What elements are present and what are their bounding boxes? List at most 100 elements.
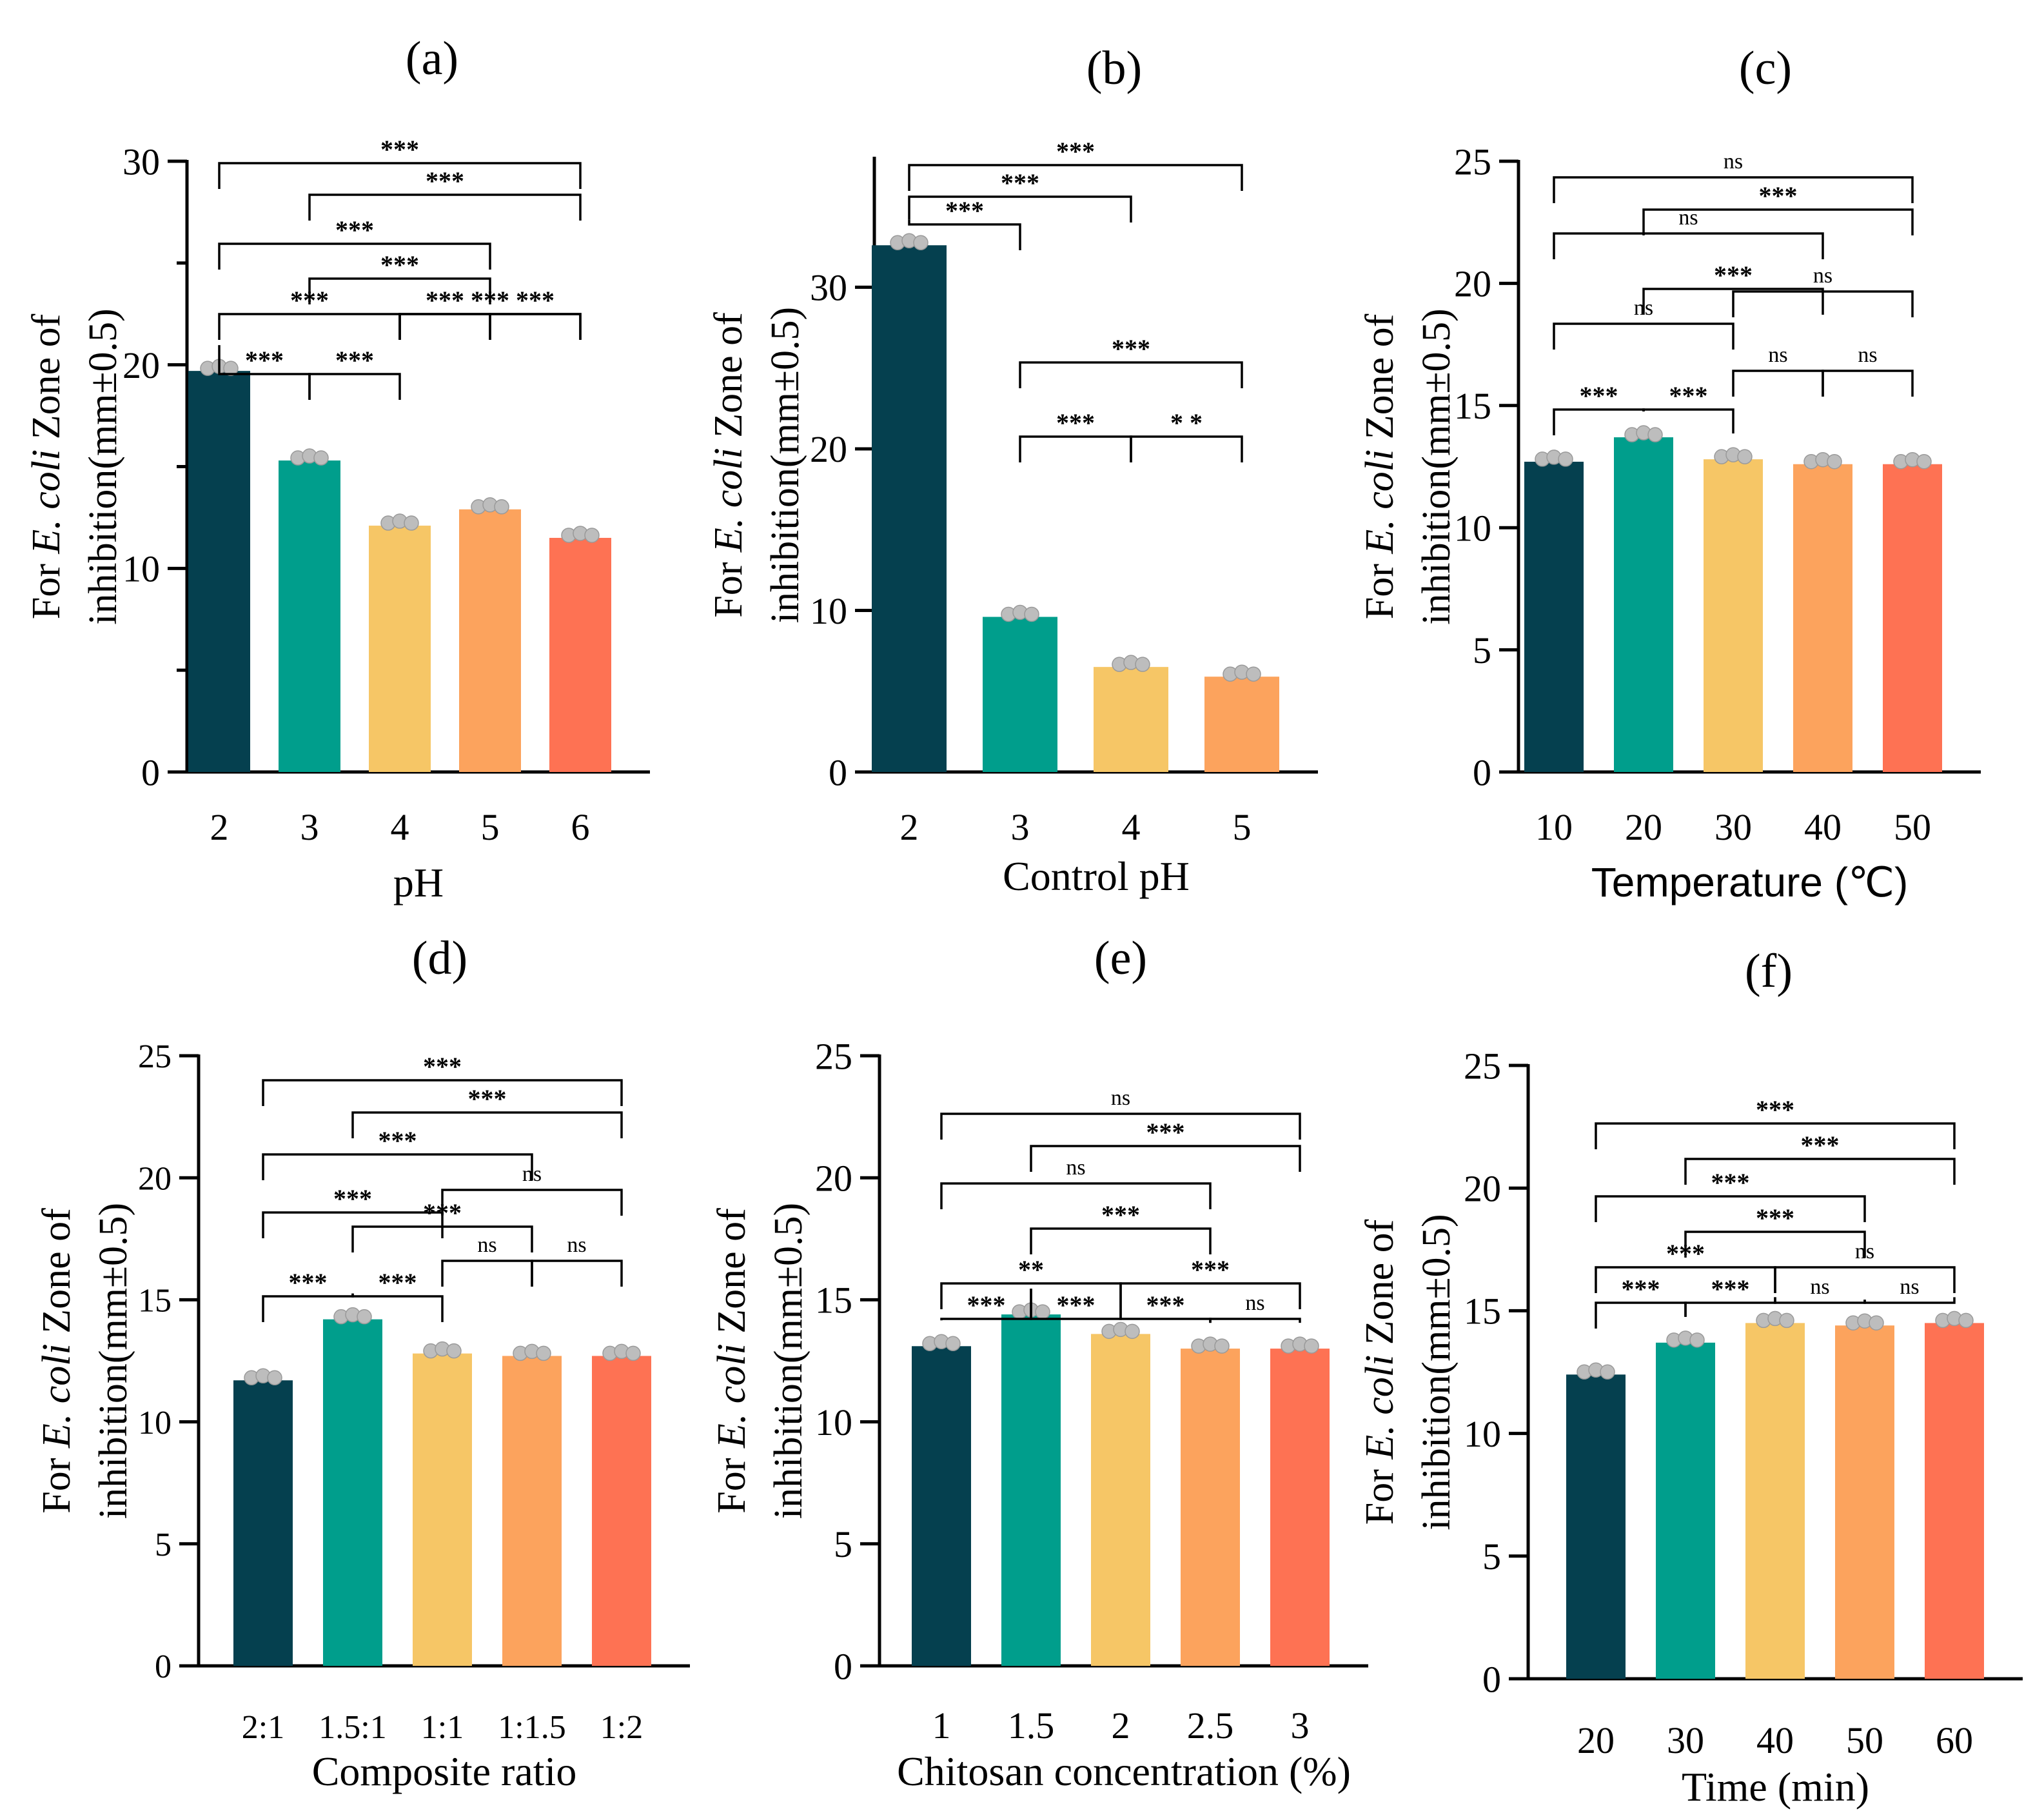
- significance-bracket: [908, 195, 1132, 223]
- significance-bracket: [262, 1153, 533, 1180]
- bar-10: [1524, 461, 1584, 772]
- bar-50: [1883, 464, 1942, 772]
- x-tick-label: 20: [1625, 806, 1662, 848]
- significance-label: **: [1018, 1255, 1044, 1284]
- significance-label: ***: [335, 346, 374, 375]
- y-tick-label: 15: [1464, 1291, 1501, 1332]
- x-tick-label: 1.5:1: [319, 1709, 386, 1746]
- significance-label: ***: [289, 1268, 328, 1297]
- data-point: [494, 499, 509, 515]
- significance-bracket: [308, 373, 401, 400]
- significance-bracket: [218, 313, 401, 340]
- y-axis-label-organism: E. coli: [1358, 1355, 1402, 1460]
- significance-label: ***: [967, 1291, 1006, 1320]
- y-axis-label-suffix: Zone of: [1358, 1219, 1402, 1354]
- significance-label: ***: [1714, 261, 1753, 290]
- significance-label: ***: [1580, 381, 1618, 410]
- significance-bracket: [1130, 435, 1243, 462]
- y-tick-label: 20: [1464, 1168, 1501, 1210]
- y-tick-label: 5: [155, 1527, 172, 1563]
- x-tick-label: 4: [1122, 806, 1141, 848]
- bar-2: [1091, 1334, 1150, 1666]
- y-axis-label-line2: inhibition(mm±0.5): [1415, 1214, 1459, 1530]
- bar-3: [279, 460, 340, 772]
- panel-c: (c) 0 5 10 15 20 25 10 20 30 40 50 Temperature (℃) Fo…: [1358, 42, 1981, 905]
- significance-bracket: [1642, 208, 1914, 235]
- y-tick-label: 10: [1454, 508, 1491, 549]
- significance-label: ns: [1858, 343, 1877, 367]
- significance-label: ***: [1756, 1095, 1794, 1124]
- significance-bracket: [1732, 370, 1824, 397]
- y-axis-label-line2: inhibition(mm±0.5): [767, 1203, 811, 1519]
- y-tick-label: 15: [138, 1283, 172, 1320]
- x-tick-label: 1:1: [421, 1709, 464, 1746]
- y-axis-label-organism: E. coli: [710, 1343, 754, 1449]
- significance-label: ***: [333, 1184, 372, 1213]
- significance-label: ***: [1001, 168, 1039, 197]
- significance-label: ***: [1669, 381, 1708, 410]
- y-tick-label: 10: [815, 1401, 852, 1443]
- significance-bracket: [308, 193, 582, 221]
- panel-label: (f): [1745, 945, 1793, 998]
- y-tick-label: 0: [155, 1648, 172, 1685]
- y-tick-label: 15: [815, 1280, 852, 1321]
- significance-label: ***: [378, 1268, 417, 1297]
- x-tick-label: 30: [1667, 1719, 1704, 1761]
- bar-30: [1656, 1342, 1715, 1679]
- significance-label: ***: [1056, 408, 1095, 437]
- significance-bracket: [441, 1260, 533, 1287]
- significance-label: ns: [1768, 343, 1787, 367]
- significance-label: ***: [426, 166, 464, 195]
- significance-label: ***: [378, 1126, 417, 1155]
- significance-bracket: [1684, 1231, 1866, 1258]
- x-axis-label: Time (min): [1682, 1764, 1869, 1810]
- y-axis-label-line1: For E. coli Zone of: [1358, 1219, 1402, 1525]
- significance-label: ns: [1813, 264, 1832, 288]
- data-point: [1916, 453, 1932, 470]
- x-tick-label: 3: [300, 806, 319, 848]
- significance-bracket: [1595, 1301, 1687, 1329]
- bar-1.5:1: [323, 1319, 382, 1666]
- x-tick-label: 5: [481, 806, 500, 848]
- significance-bracket: [1595, 1195, 1866, 1222]
- significance-bracket: [1030, 1227, 1212, 1254]
- x-axis-label: Chitosan concentration (%): [897, 1748, 1351, 1794]
- bar-30: [1704, 459, 1763, 772]
- significance-bracket: [1019, 361, 1243, 388]
- significance-bracket: [1019, 435, 1132, 462]
- significance-label: ns: [567, 1233, 586, 1257]
- data-point: [1125, 1323, 1140, 1340]
- panel-b: (b) 0 10 20 30 2 3 4 5 Control pH For E. coli Zone…: [707, 42, 1318, 899]
- significance-label: ***: [245, 346, 284, 375]
- significance-label: ***: [1191, 1255, 1230, 1284]
- y-tick-label: 5: [1482, 1536, 1501, 1578]
- significance-bracket: [1642, 408, 1734, 434]
- data-point: [1135, 657, 1150, 672]
- data-point: [945, 1336, 961, 1352]
- data-point: [1558, 451, 1573, 467]
- significance-bracket: [308, 277, 491, 304]
- panel-label: (b): [1086, 42, 1142, 95]
- significance-bracket: [1774, 1266, 1956, 1293]
- bar-1:2: [592, 1356, 651, 1666]
- y-tick-label: 25: [138, 1038, 172, 1075]
- data-point: [1869, 1315, 1884, 1330]
- y-axis-label-organism: E. coli: [1358, 450, 1402, 555]
- significance-label: ns: [477, 1233, 496, 1257]
- y-axis-label-line1: For E. coli Zone of: [35, 1208, 79, 1514]
- significance-label: ns: [1066, 1156, 1085, 1180]
- bar-60: [1925, 1323, 1984, 1679]
- data-point: [1246, 666, 1261, 682]
- y-tick-label: 20: [123, 344, 160, 386]
- x-tick-label: 50: [1894, 806, 1931, 848]
- significance-bracket: [351, 1225, 533, 1252]
- data-point: [446, 1343, 462, 1359]
- y-tick-label: 20: [138, 1160, 172, 1197]
- y-tick-label: 25: [1454, 141, 1491, 183]
- significance-bracket: [1209, 1318, 1301, 1323]
- data-point: [536, 1345, 551, 1361]
- y-tick-label: 10: [810, 590, 847, 632]
- y-tick-label: 15: [1454, 385, 1491, 427]
- bar-50: [1835, 1325, 1894, 1679]
